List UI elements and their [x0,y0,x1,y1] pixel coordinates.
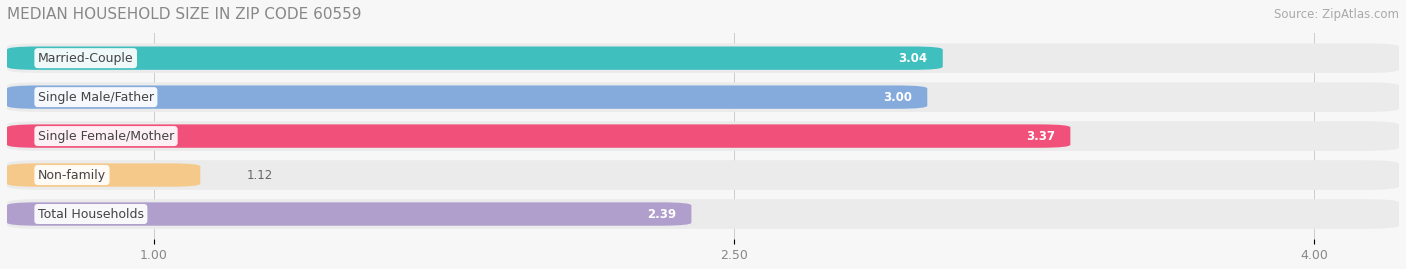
Text: Total Households: Total Households [38,207,143,221]
FancyBboxPatch shape [7,202,692,226]
Text: 3.00: 3.00 [883,91,912,104]
FancyBboxPatch shape [7,121,1399,151]
FancyBboxPatch shape [7,43,1399,73]
FancyBboxPatch shape [7,82,1399,112]
FancyBboxPatch shape [7,163,200,187]
Text: Single Female/Mother: Single Female/Mother [38,130,174,143]
Text: 1.12: 1.12 [246,169,273,182]
FancyBboxPatch shape [7,86,928,109]
Text: 3.37: 3.37 [1026,130,1054,143]
Text: Married-Couple: Married-Couple [38,52,134,65]
Text: Non-family: Non-family [38,169,105,182]
Text: Single Male/Father: Single Male/Father [38,91,153,104]
Text: 2.39: 2.39 [647,207,676,221]
FancyBboxPatch shape [7,199,1399,229]
Text: Source: ZipAtlas.com: Source: ZipAtlas.com [1274,8,1399,21]
FancyBboxPatch shape [7,47,943,70]
Text: 3.04: 3.04 [898,52,928,65]
Text: MEDIAN HOUSEHOLD SIZE IN ZIP CODE 60559: MEDIAN HOUSEHOLD SIZE IN ZIP CODE 60559 [7,7,361,22]
FancyBboxPatch shape [7,124,1070,148]
FancyBboxPatch shape [7,160,1399,190]
